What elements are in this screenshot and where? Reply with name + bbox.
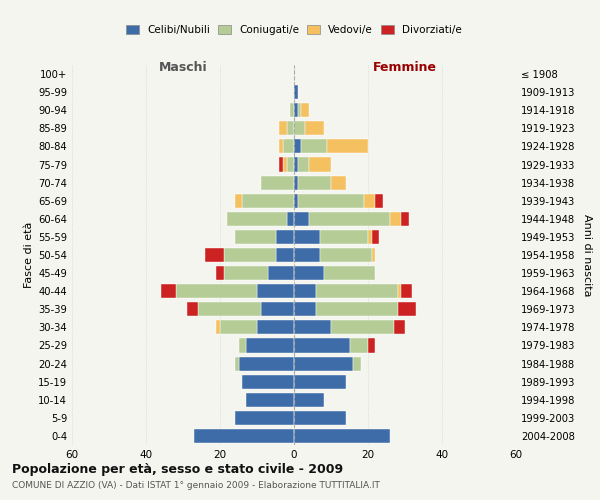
Text: Femmine: Femmine bbox=[373, 62, 437, 74]
Bar bbox=[290, 103, 294, 118]
Bar bbox=[294, 284, 316, 298]
Bar bbox=[275, 230, 294, 244]
Bar bbox=[242, 194, 294, 208]
Text: Maschi: Maschi bbox=[158, 62, 208, 74]
Bar bbox=[294, 194, 298, 208]
Bar bbox=[235, 356, 239, 370]
Bar bbox=[235, 411, 294, 425]
Bar bbox=[187, 302, 198, 316]
Bar bbox=[279, 158, 283, 172]
Bar bbox=[257, 284, 294, 298]
Bar bbox=[205, 248, 224, 262]
Bar bbox=[309, 158, 331, 172]
Bar bbox=[372, 248, 376, 262]
Bar bbox=[242, 374, 294, 388]
Bar bbox=[298, 158, 309, 172]
Legend: Celibi/Nubili, Coniugati/e, Vedovi/e, Divorziati/e: Celibi/Nubili, Coniugati/e, Vedovi/e, Di… bbox=[122, 21, 466, 40]
Y-axis label: Fasce di età: Fasce di età bbox=[24, 222, 34, 288]
Bar bbox=[376, 194, 383, 208]
Bar bbox=[328, 140, 368, 153]
Bar bbox=[390, 212, 401, 226]
Bar bbox=[294, 356, 353, 370]
Bar bbox=[294, 392, 323, 407]
Bar bbox=[294, 266, 323, 280]
Bar bbox=[294, 158, 298, 172]
Bar bbox=[320, 248, 372, 262]
Bar bbox=[161, 284, 176, 298]
Bar bbox=[194, 429, 294, 443]
Bar bbox=[283, 158, 287, 172]
Bar bbox=[198, 302, 260, 316]
Bar bbox=[294, 429, 390, 443]
Bar bbox=[220, 320, 257, 334]
Bar bbox=[294, 122, 305, 136]
Bar bbox=[364, 194, 376, 208]
Bar bbox=[368, 338, 376, 352]
Bar bbox=[287, 158, 294, 172]
Bar bbox=[246, 338, 294, 352]
Bar bbox=[298, 103, 301, 118]
Bar bbox=[294, 374, 346, 388]
Bar bbox=[224, 266, 268, 280]
Bar bbox=[294, 320, 331, 334]
Bar bbox=[287, 212, 294, 226]
Bar bbox=[287, 122, 294, 136]
Bar bbox=[368, 230, 372, 244]
Bar bbox=[398, 284, 401, 298]
Bar bbox=[217, 320, 220, 334]
Bar bbox=[320, 230, 368, 244]
Bar bbox=[268, 266, 294, 280]
Bar bbox=[246, 392, 294, 407]
Bar bbox=[279, 140, 283, 153]
Bar bbox=[301, 103, 309, 118]
Y-axis label: Anni di nascita: Anni di nascita bbox=[582, 214, 592, 296]
Bar bbox=[309, 212, 390, 226]
Bar bbox=[235, 230, 275, 244]
Bar bbox=[239, 338, 246, 352]
Bar bbox=[294, 85, 298, 99]
Bar bbox=[294, 176, 298, 190]
Bar bbox=[394, 320, 405, 334]
Bar bbox=[401, 284, 412, 298]
Bar bbox=[353, 356, 361, 370]
Bar bbox=[279, 122, 287, 136]
Bar bbox=[323, 266, 376, 280]
Text: COMUNE DI AZZIO (VA) - Dati ISTAT 1° gennaio 2009 - Elaborazione TUTTITALIA.IT: COMUNE DI AZZIO (VA) - Dati ISTAT 1° gen… bbox=[12, 481, 380, 490]
Bar bbox=[283, 140, 294, 153]
Bar bbox=[331, 176, 346, 190]
Bar bbox=[235, 194, 242, 208]
Bar bbox=[294, 140, 301, 153]
Bar bbox=[294, 230, 320, 244]
Bar bbox=[257, 320, 294, 334]
Bar bbox=[294, 302, 316, 316]
Bar bbox=[275, 248, 294, 262]
Bar bbox=[401, 212, 409, 226]
Bar bbox=[298, 194, 364, 208]
Bar bbox=[294, 411, 346, 425]
Bar bbox=[305, 122, 323, 136]
Bar bbox=[260, 302, 294, 316]
Bar bbox=[294, 212, 309, 226]
Text: Popolazione per età, sesso e stato civile - 2009: Popolazione per età, sesso e stato civil… bbox=[12, 462, 343, 475]
Bar bbox=[316, 284, 398, 298]
Bar bbox=[224, 248, 275, 262]
Bar bbox=[398, 302, 416, 316]
Bar bbox=[349, 338, 368, 352]
Bar bbox=[372, 230, 379, 244]
Bar bbox=[239, 356, 294, 370]
Bar bbox=[294, 248, 320, 262]
Bar bbox=[260, 176, 294, 190]
Bar bbox=[316, 302, 398, 316]
Bar bbox=[298, 176, 331, 190]
Bar bbox=[294, 103, 298, 118]
Bar bbox=[176, 284, 257, 298]
Bar bbox=[301, 140, 328, 153]
Bar bbox=[294, 338, 349, 352]
Bar bbox=[227, 212, 287, 226]
Bar bbox=[331, 320, 394, 334]
Bar bbox=[216, 266, 224, 280]
